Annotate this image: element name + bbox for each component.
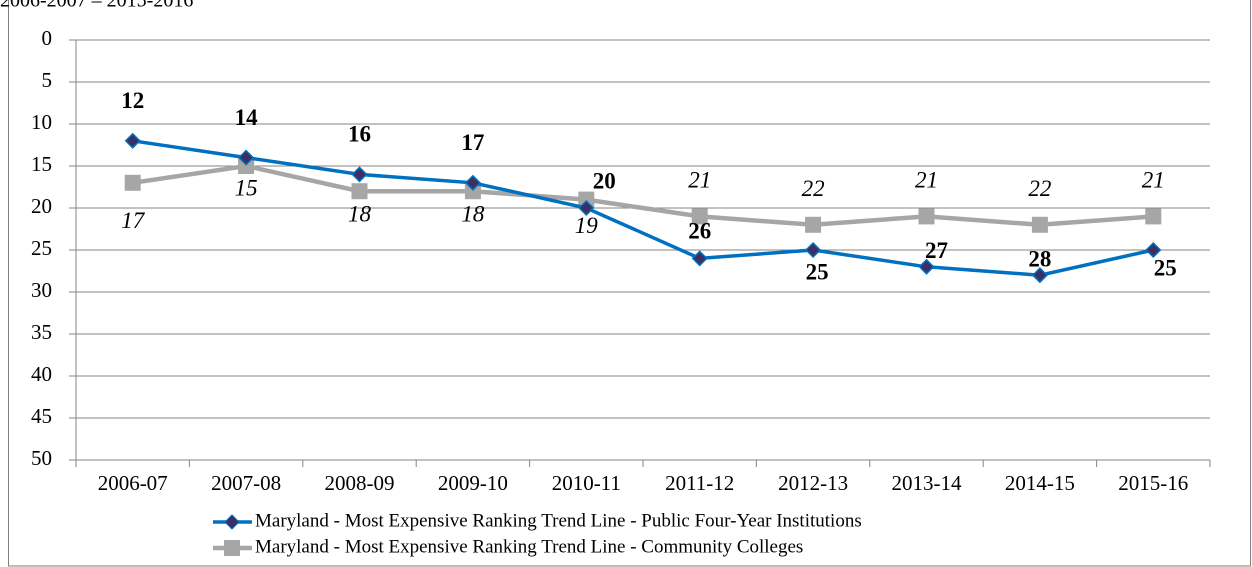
data-label: 22 [802,176,825,201]
data-point [1145,208,1162,225]
series-line [132,139,1154,277]
data-point [805,216,822,233]
data-label: 17 [461,130,484,155]
series-line [132,163,1154,228]
legend-swatch-marker [224,514,240,530]
data-point [1031,216,1048,233]
data-label: 16 [348,122,371,147]
x-tick-label: 2009-10 [438,471,508,495]
data-label: 21 [688,168,711,193]
data-label: 25 [1154,255,1177,280]
data-label: 27 [925,238,948,263]
data-point [238,158,255,174]
data-point [578,191,595,208]
chart-frame [8,0,1251,567]
x-tick-label: 2012-13 [778,471,848,495]
x-tick-label: 2007-08 [211,471,281,495]
data-label: 20 [593,168,616,193]
x-tick-label: 2010-11 [552,471,621,495]
data-label: 17 [121,208,146,233]
data-point [238,149,255,166]
y-tick-label: 45 [31,404,52,428]
chart-subtitle: 2006-2007 – 2015-2016 [0,0,193,12]
data-label: 18 [461,201,485,226]
data-point [464,174,481,191]
data-point [351,166,368,183]
y-tick-label: 0 [42,26,53,50]
data-point [805,241,822,259]
data-label: 19 [575,213,599,238]
x-tick-label: 2008-09 [325,471,395,495]
data-point [351,183,368,200]
data-label: 22 [1028,176,1051,201]
legend-label: Maryland - Most Expensive Ranking Trend … [255,536,803,557]
x-tick-label: 2014-15 [1005,471,1075,495]
y-tick-label: 5 [42,68,53,92]
x-tick-label: 2015-16 [1118,471,1188,495]
data-point [1145,241,1162,259]
data-point [464,183,481,200]
x-tick-label: 2006-07 [98,471,168,495]
legend-swatch-marker [224,540,240,556]
data-point [691,208,708,225]
y-tick-label: 35 [31,320,52,344]
data-point [578,199,595,217]
data-point [1031,267,1048,284]
data-label: 26 [688,219,711,244]
y-tick-label: 15 [31,152,52,176]
data-label: 21 [915,168,938,193]
data-point [691,250,708,267]
data-label: 15 [235,175,258,200]
x-tick-label: 2011-12 [665,471,734,495]
y-tick-label: 20 [31,194,52,218]
data-label: 12 [121,88,144,113]
y-tick-label: 25 [31,236,52,260]
x-tick-label: 2013-14 [892,471,962,495]
y-tick-label: 30 [31,278,52,302]
y-tick-label: 10 [31,110,52,134]
y-tick-label: 50 [31,446,52,470]
data-point [918,258,935,275]
data-point [918,208,935,225]
data-label: 28 [1028,246,1051,271]
data-label: 21 [1142,168,1165,193]
data-label: 14 [235,105,259,130]
legend-label: Maryland - Most Expensive Ranking Trend … [255,510,862,531]
data-label: 25 [806,259,829,284]
data-label: 18 [348,201,372,226]
y-tick-label: 40 [31,362,52,386]
data-point [124,132,141,149]
data-point [124,174,141,191]
